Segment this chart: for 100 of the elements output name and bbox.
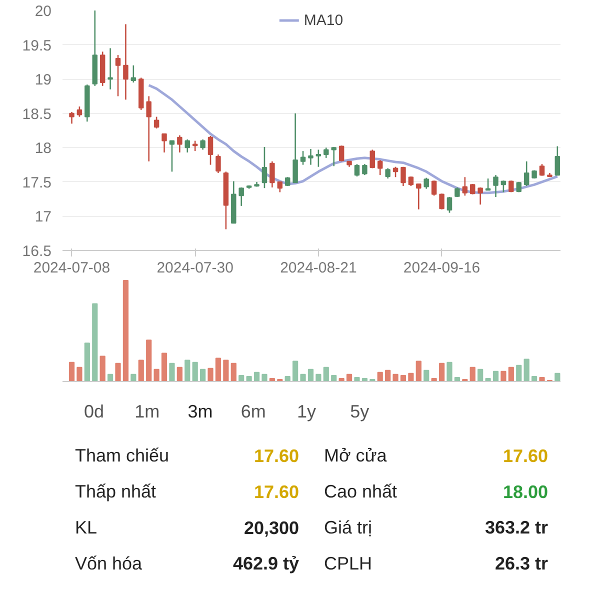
bar: [485, 378, 491, 382]
candlestick: [539, 163, 545, 176]
bar: [400, 374, 406, 382]
text: Vốn hóa: [74, 554, 143, 574]
bar: [176, 366, 182, 382]
bar: [254, 372, 260, 382]
candlestick: [392, 166, 398, 178]
text: CPLH: [324, 554, 372, 574]
bar: [416, 360, 422, 382]
line-series: [148, 84, 559, 194]
candlestick: [262, 146, 268, 189]
bar: [500, 370, 506, 382]
bar: [130, 374, 136, 382]
candlestick: [108, 48, 113, 90]
text: 17.60: [254, 446, 300, 466]
candlestick: [184, 138, 190, 154]
candlestick: [500, 180, 506, 193]
candlestick: [385, 168, 390, 180]
candlestick: [270, 160, 275, 188]
candlestick: [177, 134, 182, 154]
x-tick-label: 2024-09-16: [403, 260, 480, 276]
bar: [161, 352, 168, 382]
bar: [68, 362, 75, 382]
text: Thấp nhất: [74, 482, 156, 502]
bar: [92, 303, 98, 382]
candlestick: [377, 159, 383, 176]
bar: [115, 362, 121, 382]
candlestick: [69, 111, 74, 124]
bar: [478, 368, 484, 382]
candlestick: [162, 133, 167, 154]
y-tick-label: 18: [34, 140, 52, 158]
bar: [331, 374, 337, 382]
candlestick: [338, 144, 344, 162]
candlestick: [277, 181, 283, 193]
bar: [346, 374, 352, 382]
text: 5y: [350, 402, 370, 422]
candlestick: [154, 116, 160, 130]
text: 26.3 tr: [495, 554, 548, 574]
candlestick: [192, 140, 198, 152]
y-tick-label: 17: [34, 208, 52, 226]
candlestick: [370, 149, 376, 169]
candlestick: [478, 186, 483, 206]
bar: [223, 360, 229, 382]
bar: [392, 374, 398, 382]
bar: [323, 366, 329, 382]
x-tick-label: 2024-07-08: [33, 260, 110, 276]
bar: [84, 342, 90, 382]
y-tick-label: 17.5: [22, 174, 52, 192]
text: 462.9 tỷ: [233, 554, 300, 574]
candlestick: [554, 146, 560, 176]
candlestick: [493, 174, 498, 198]
candlestick: [324, 146, 329, 159]
candlestick: [76, 106, 82, 118]
bar: [208, 368, 214, 382]
y-tick-label: 20: [34, 3, 52, 20]
candlestick: [524, 160, 530, 187]
text: 17.60: [503, 446, 548, 466]
candlestick: [354, 163, 360, 178]
bar: [385, 370, 391, 382]
bar: [408, 372, 414, 382]
bar: [531, 376, 538, 382]
text: 18.00: [503, 482, 548, 502]
bar: [192, 362, 198, 382]
candlestick: [462, 176, 468, 196]
bar: [424, 370, 430, 382]
bar: [492, 370, 499, 382]
candlestick: [216, 154, 221, 174]
bar: [284, 376, 290, 382]
candlestick: [238, 186, 244, 207]
x-tick-label: 2024-07-30: [156, 260, 234, 276]
bar: [354, 376, 360, 382]
candlestick: [400, 166, 406, 187]
candlestick: [316, 149, 322, 168]
bar: [122, 280, 129, 382]
candlestick: [208, 135, 214, 166]
bar: [470, 366, 476, 382]
text: 20,300: [244, 518, 300, 538]
bar: [438, 362, 445, 382]
bar: [316, 374, 322, 382]
bar: [107, 374, 114, 382]
bar: [184, 360, 190, 382]
bar: [446, 362, 452, 382]
candlestick: [146, 96, 152, 162]
y-tick-label: 16.5: [22, 243, 52, 260]
bar: [292, 360, 298, 382]
bar: [539, 376, 545, 382]
bar: [100, 356, 106, 382]
bar: [377, 372, 383, 382]
text: KL: [74, 518, 97, 538]
bar: [154, 368, 160, 382]
bar: [508, 366, 514, 382]
text: 1m: [134, 402, 160, 422]
legend-label: MA10: [304, 12, 344, 28]
candlestick: [115, 54, 121, 97]
candlestick: [300, 150, 306, 166]
candlestick: [200, 138, 206, 150]
candlestick: [292, 112, 298, 184]
y-tick-label: 19: [34, 72, 52, 89]
bar: [215, 358, 222, 382]
bar: [524, 358, 530, 382]
